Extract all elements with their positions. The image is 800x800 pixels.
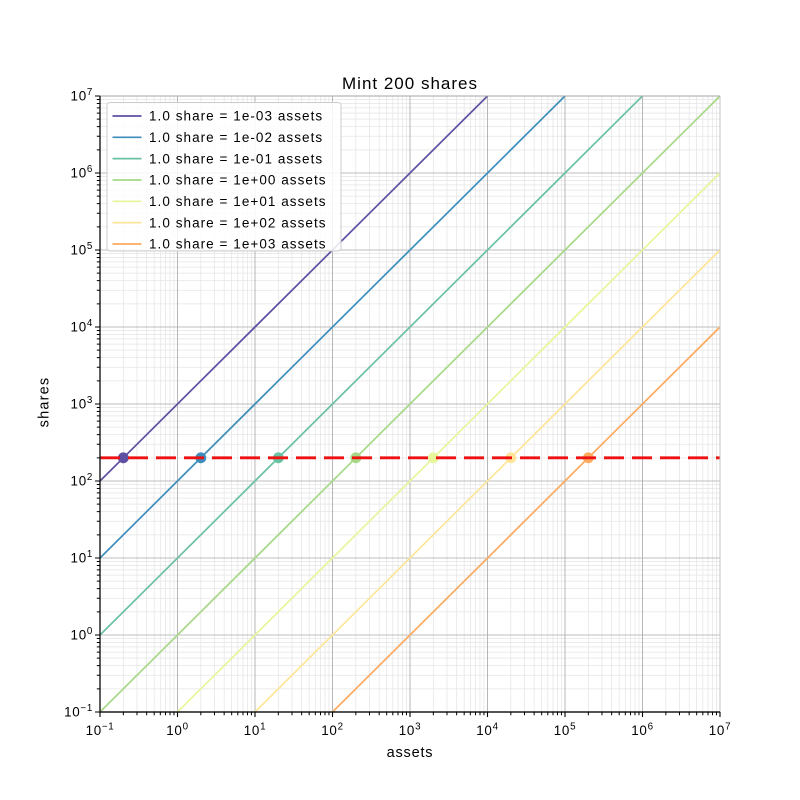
svg-text:10−1: 10−1: [86, 722, 115, 739]
svg-text:107: 107: [71, 87, 93, 104]
svg-text:101: 101: [244, 722, 266, 739]
svg-text:1.0 share = 1e-01 assets: 1.0 share = 1e-01 assets: [149, 151, 323, 166]
svg-text:104: 104: [71, 318, 93, 335]
svg-text:104: 104: [476, 722, 498, 739]
svg-text:100: 100: [71, 626, 93, 643]
svg-text:1.0 share = 1e+01 assets: 1.0 share = 1e+01 assets: [149, 194, 327, 209]
svg-text:1.0 share = 1e-02 assets: 1.0 share = 1e-02 assets: [149, 130, 323, 145]
svg-text:shares: shares: [37, 377, 53, 428]
svg-text:105: 105: [554, 722, 576, 739]
svg-text:1.0 share = 1e+00 assets: 1.0 share = 1e+00 assets: [149, 173, 327, 188]
svg-text:107: 107: [709, 722, 731, 739]
svg-text:103: 103: [71, 395, 93, 412]
svg-text:102: 102: [71, 472, 93, 489]
svg-text:105: 105: [71, 241, 93, 258]
svg-text:100: 100: [166, 722, 188, 739]
svg-text:1.0 share = 1e+02 assets: 1.0 share = 1e+02 assets: [149, 215, 327, 230]
svg-text:106: 106: [71, 164, 93, 181]
svg-text:106: 106: [631, 722, 653, 739]
svg-text:assets: assets: [387, 745, 434, 761]
svg-text:102: 102: [321, 722, 343, 739]
svg-text:1.0 share = 1e-03 assets: 1.0 share = 1e-03 assets: [149, 109, 323, 124]
svg-text:103: 103: [399, 722, 421, 739]
svg-text:10−1: 10−1: [64, 703, 93, 720]
svg-text:101: 101: [71, 549, 93, 566]
svg-text:1.0 share = 1e+03 assets: 1.0 share = 1e+03 assets: [149, 237, 327, 252]
svg-text:Mint 200 shares: Mint 200 shares: [342, 74, 478, 93]
